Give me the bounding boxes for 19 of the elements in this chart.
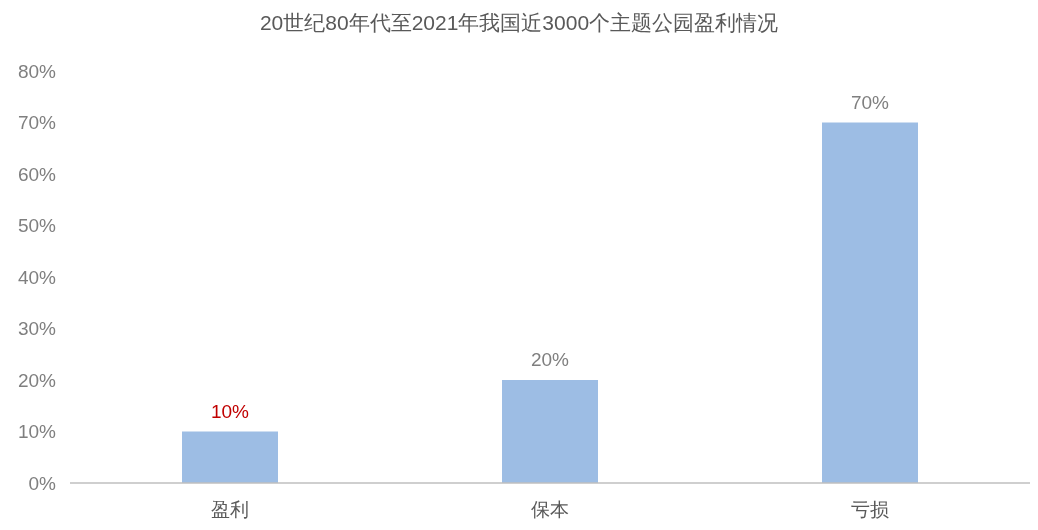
bar <box>182 431 278 483</box>
y-tick-label: 20% <box>17 369 57 391</box>
y-tick-label: 0% <box>28 472 57 494</box>
x-tick-label: 保本 <box>531 499 569 520</box>
y-tick-label: 70% <box>17 112 57 134</box>
data-label: 20% <box>530 349 570 370</box>
bar <box>822 122 918 483</box>
bar <box>502 380 598 483</box>
y-tick-label: 60% <box>17 163 57 185</box>
y-tick-label: 10% <box>17 421 57 443</box>
y-tick-label: 40% <box>17 266 57 288</box>
y-tick-label: 30% <box>17 318 57 340</box>
y-tick-label: 80% <box>17 60 57 82</box>
y-tick-label: 50% <box>17 215 57 237</box>
data-label: 70% <box>850 91 890 113</box>
data-label: 10% <box>210 400 250 422</box>
x-tick-label: 亏损 <box>851 499 889 520</box>
chart-title: 20世纪80年代至2021年我国近3000个主题公园盈利情况 <box>259 11 779 34</box>
x-tick-label: 盈利 <box>211 499 249 520</box>
